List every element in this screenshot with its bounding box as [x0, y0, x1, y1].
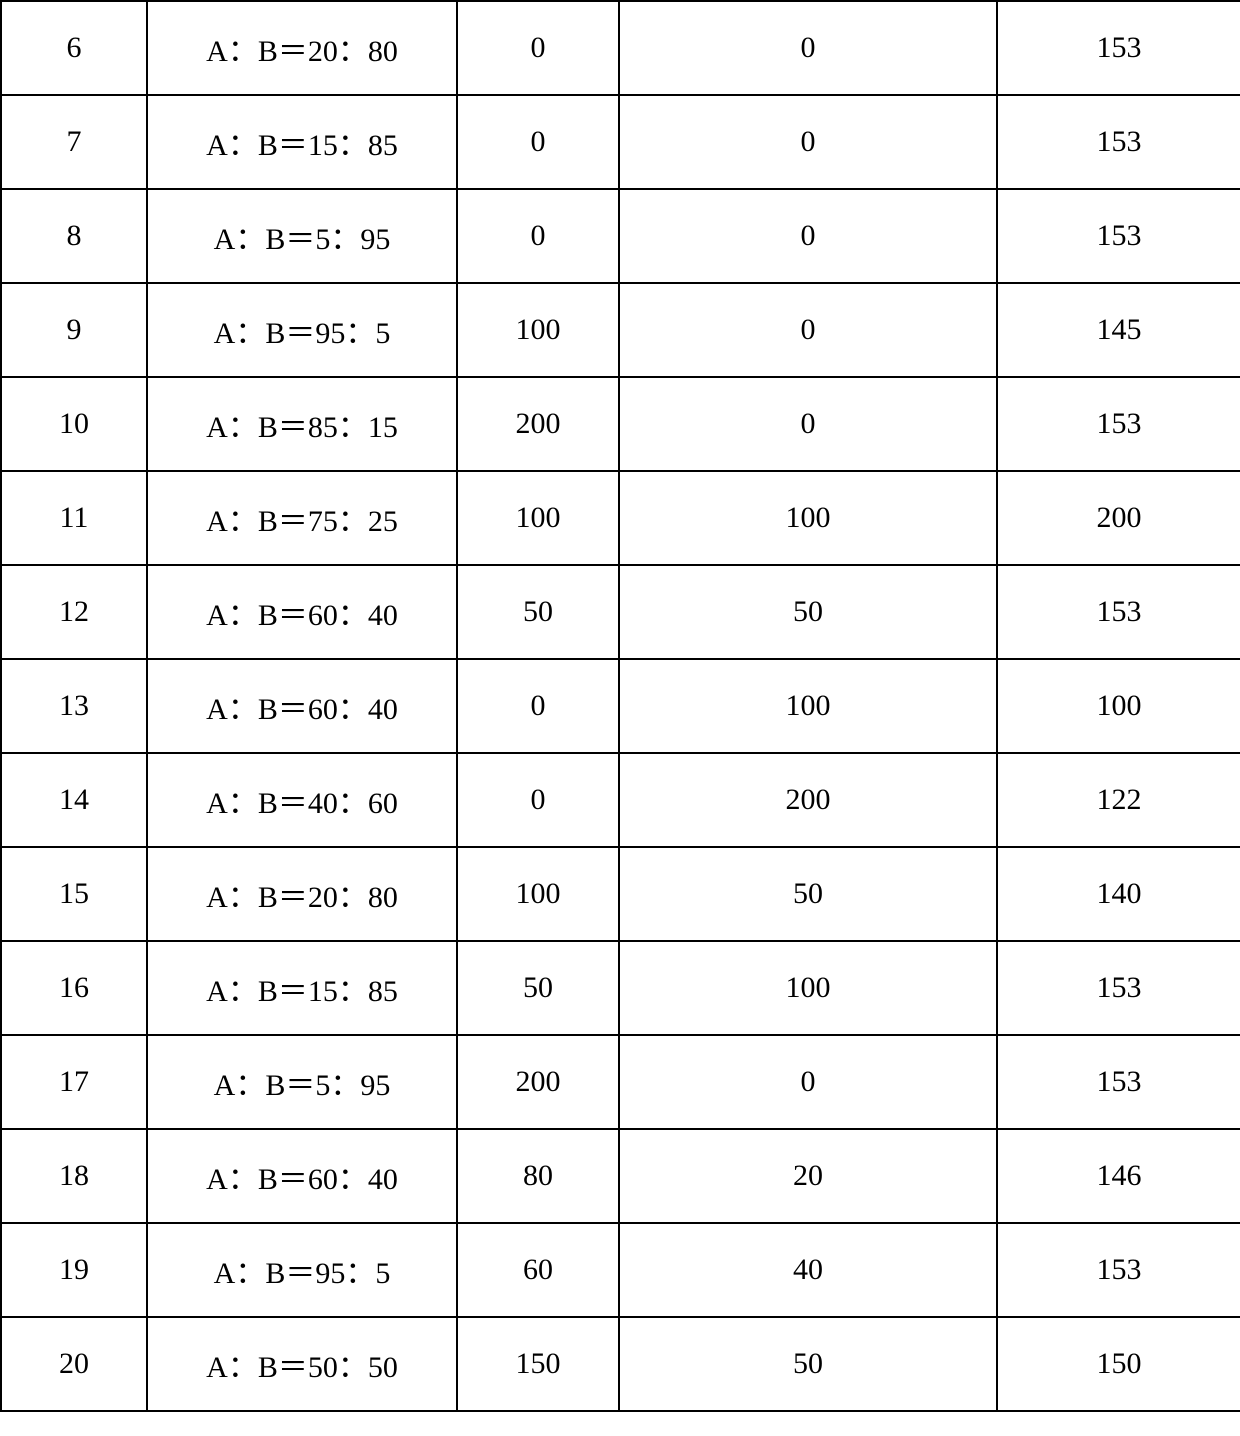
cell-val-a: 0 — [457, 753, 619, 847]
cell-ratio: A：B＝95：5 — [147, 1223, 457, 1317]
table-row: 18 A：B＝60：40 80 20 146 — [1, 1129, 1240, 1223]
cell-val-c: 145 — [997, 283, 1240, 377]
cell-val-c: 146 — [997, 1129, 1240, 1223]
cell-index: 18 — [1, 1129, 147, 1223]
table-row: 11 A：B＝75：25 100 100 200 — [1, 471, 1240, 565]
table-row: 15 A：B＝20：80 100 50 140 — [1, 847, 1240, 941]
cell-val-b: 0 — [619, 95, 997, 189]
cell-val-b: 100 — [619, 471, 997, 565]
cell-val-c: 200 — [997, 471, 1240, 565]
cell-ratio: A：B＝15：85 — [147, 95, 457, 189]
cell-index: 8 — [1, 189, 147, 283]
cell-val-a: 200 — [457, 1035, 619, 1129]
cell-val-c: 153 — [997, 941, 1240, 1035]
table-row: 20 A：B＝50：50 150 50 150 — [1, 1317, 1240, 1411]
table-row: 10 A：B＝85：15 200 0 153 — [1, 377, 1240, 471]
cell-val-b: 0 — [619, 1, 997, 95]
cell-index: 7 — [1, 95, 147, 189]
table-row: 17 A：B＝5：95 200 0 153 — [1, 1035, 1240, 1129]
table-row: 14 A：B＝40：60 0 200 122 — [1, 753, 1240, 847]
cell-val-c: 140 — [997, 847, 1240, 941]
cell-index: 19 — [1, 1223, 147, 1317]
cell-val-a: 100 — [457, 471, 619, 565]
cell-val-c: 153 — [997, 377, 1240, 471]
cell-ratio: A：B＝95：5 — [147, 283, 457, 377]
cell-val-b: 50 — [619, 565, 997, 659]
table-row: 12 A：B＝60：40 50 50 153 — [1, 565, 1240, 659]
cell-val-c: 150 — [997, 1317, 1240, 1411]
cell-val-a: 0 — [457, 1, 619, 95]
cell-index: 16 — [1, 941, 147, 1035]
cell-index: 6 — [1, 1, 147, 95]
cell-val-c: 153 — [997, 189, 1240, 283]
cell-val-a: 100 — [457, 847, 619, 941]
cell-ratio: A：B＝5：95 — [147, 189, 457, 283]
cell-ratio: A：B＝50：50 — [147, 1317, 457, 1411]
cell-index: 13 — [1, 659, 147, 753]
cell-val-a: 100 — [457, 283, 619, 377]
cell-ratio: A：B＝60：40 — [147, 1129, 457, 1223]
table-row: 6 A：B＝20：80 0 0 153 — [1, 1, 1240, 95]
cell-ratio: A：B＝75：25 — [147, 471, 457, 565]
cell-val-b: 50 — [619, 847, 997, 941]
table-row: 9 A：B＝95：5 100 0 145 — [1, 283, 1240, 377]
cell-val-a: 200 — [457, 377, 619, 471]
cell-ratio: A：B＝60：40 — [147, 659, 457, 753]
cell-ratio: A：B＝20：80 — [147, 847, 457, 941]
cell-val-b: 100 — [619, 941, 997, 1035]
cell-val-b: 50 — [619, 1317, 997, 1411]
cell-val-b: 200 — [619, 753, 997, 847]
cell-val-b: 0 — [619, 1035, 997, 1129]
cell-val-b: 0 — [619, 283, 997, 377]
cell-val-b: 100 — [619, 659, 997, 753]
cell-index: 9 — [1, 283, 147, 377]
cell-val-c: 153 — [997, 1223, 1240, 1317]
cell-index: 11 — [1, 471, 147, 565]
cell-index: 10 — [1, 377, 147, 471]
cell-val-a: 0 — [457, 95, 619, 189]
cell-val-c: 153 — [997, 95, 1240, 189]
cell-val-a: 60 — [457, 1223, 619, 1317]
cell-val-b: 20 — [619, 1129, 997, 1223]
cell-val-c: 153 — [997, 1, 1240, 95]
table-row: 16 A：B＝15：85 50 100 153 — [1, 941, 1240, 1035]
cell-index: 15 — [1, 847, 147, 941]
cell-val-a: 80 — [457, 1129, 619, 1223]
cell-index: 20 — [1, 1317, 147, 1411]
table-row: 7 A：B＝15：85 0 0 153 — [1, 95, 1240, 189]
cell-val-b: 40 — [619, 1223, 997, 1317]
cell-ratio: A：B＝15：85 — [147, 941, 457, 1035]
cell-val-a: 150 — [457, 1317, 619, 1411]
cell-index: 14 — [1, 753, 147, 847]
cell-val-a: 0 — [457, 659, 619, 753]
cell-val-b: 0 — [619, 189, 997, 283]
cell-val-a: 0 — [457, 189, 619, 283]
cell-val-a: 50 — [457, 565, 619, 659]
table-row: 13 A：B＝60：40 0 100 100 — [1, 659, 1240, 753]
cell-val-c: 122 — [997, 753, 1240, 847]
cell-val-c: 153 — [997, 1035, 1240, 1129]
cell-ratio: A：B＝85：15 — [147, 377, 457, 471]
cell-val-c: 153 — [997, 565, 1240, 659]
data-table: 6 A：B＝20：80 0 0 153 7 A：B＝15：85 0 0 153 … — [0, 0, 1240, 1412]
cell-ratio: A：B＝20：80 — [147, 1, 457, 95]
cell-ratio: A：B＝40：60 — [147, 753, 457, 847]
cell-ratio: A：B＝5：95 — [147, 1035, 457, 1129]
cell-ratio: A：B＝60：40 — [147, 565, 457, 659]
table-row: 19 A：B＝95：5 60 40 153 — [1, 1223, 1240, 1317]
data-table-body: 6 A：B＝20：80 0 0 153 7 A：B＝15：85 0 0 153 … — [1, 1, 1240, 1411]
cell-val-c: 100 — [997, 659, 1240, 753]
data-table-container: 6 A：B＝20：80 0 0 153 7 A：B＝15：85 0 0 153 … — [0, 0, 1240, 1412]
cell-index: 12 — [1, 565, 147, 659]
table-row: 8 A：B＝5：95 0 0 153 — [1, 189, 1240, 283]
cell-index: 17 — [1, 1035, 147, 1129]
cell-val-b: 0 — [619, 377, 997, 471]
cell-val-a: 50 — [457, 941, 619, 1035]
